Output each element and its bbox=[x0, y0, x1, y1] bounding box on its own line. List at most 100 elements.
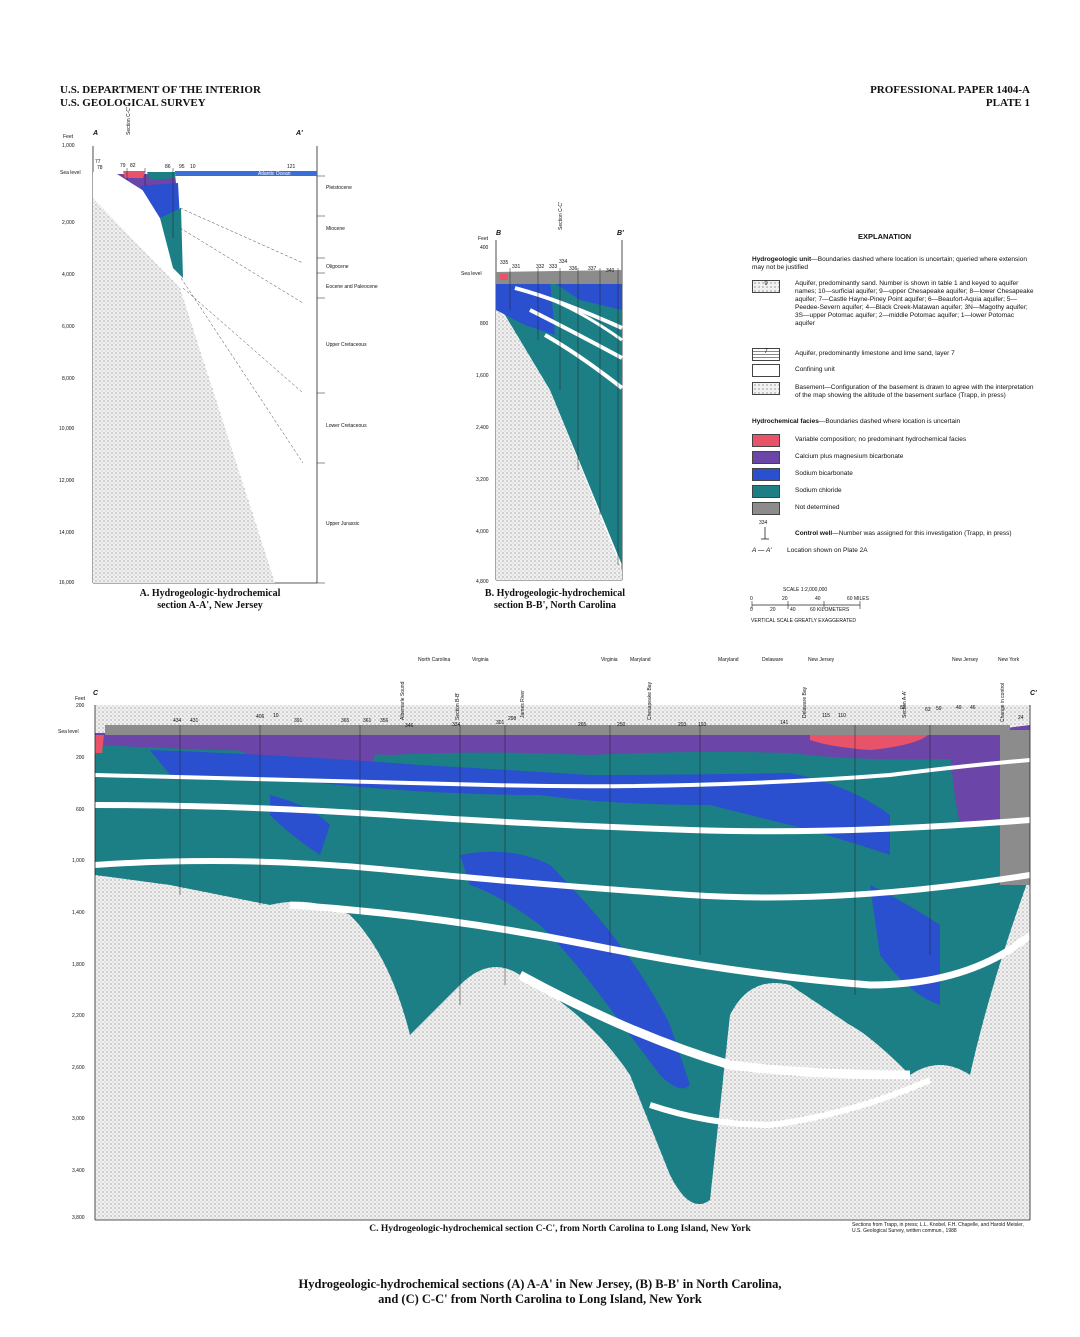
section-b-tick: 3,200 bbox=[476, 477, 489, 483]
section-a-ref-label: Section C-C' bbox=[126, 107, 132, 135]
state-label: New Jersey bbox=[952, 657, 979, 663]
scale-bar bbox=[751, 601, 861, 609]
section-c-tick: Sea level bbox=[58, 729, 79, 735]
scale-mile-tick: 20 bbox=[782, 596, 788, 602]
epoch-label: Upper Jurassic bbox=[326, 521, 360, 527]
section-b-well: 340 bbox=[606, 268, 615, 274]
section-c-well: 24 bbox=[1018, 715, 1024, 721]
section-b-tick: 1,600 bbox=[476, 373, 489, 379]
section-b-tick: 4,800 bbox=[476, 579, 489, 585]
agency-line-1: U.S. DEPARTMENT OF THE INTERIOR bbox=[60, 84, 261, 96]
facies-label-nacl: Sodium chloride bbox=[795, 487, 842, 494]
section-c-well: 115 bbox=[822, 713, 830, 719]
state-label: Maryland bbox=[630, 657, 651, 663]
section-c-well: 59 bbox=[936, 706, 942, 712]
section-b-well: 334 bbox=[559, 259, 568, 265]
section-c-well: 431 bbox=[190, 718, 199, 724]
control-well-number: 334 bbox=[759, 520, 768, 526]
plate-title: Hydrogeologic-hydrochemical sections (A)… bbox=[100, 1277, 980, 1307]
basement-label: Basement—Configuration of the basement i… bbox=[795, 384, 1034, 399]
state-label: North Carolina bbox=[418, 657, 451, 663]
state-label: New York bbox=[998, 657, 1020, 663]
section-c-well: 391 bbox=[294, 718, 303, 724]
state-label: Virginia bbox=[472, 657, 489, 663]
section-b-well: 333 bbox=[549, 264, 558, 270]
section-a-tick: 12,000 bbox=[59, 478, 75, 484]
section-a-tick: 10,000 bbox=[59, 426, 75, 432]
section-c-well: 298 bbox=[508, 716, 517, 722]
section-b-start: B bbox=[496, 230, 502, 237]
section-a-well: 86 bbox=[165, 164, 171, 170]
section-b-well: 336 bbox=[569, 266, 578, 272]
section-c-axis-title: Feet bbox=[75, 696, 86, 702]
scale-title: SCALE 1:2,000,000 bbox=[783, 587, 828, 593]
section-a-well: 121 bbox=[287, 164, 296, 170]
feature-label: Section B-B' bbox=[455, 692, 461, 720]
section-a-diagram bbox=[92, 146, 325, 584]
section-c-well: 110 bbox=[838, 713, 846, 719]
section-b-tick: 800 bbox=[480, 321, 489, 327]
epoch-label: Pleistocene bbox=[326, 185, 352, 191]
section-c-well: 365 bbox=[341, 718, 350, 724]
section-c-well: 46 bbox=[970, 705, 976, 711]
section-c-tick: 600 bbox=[76, 807, 85, 813]
aquifer-sand-label: Aquifer, predominantly sand. Number is s… bbox=[795, 280, 1034, 327]
section-a-tick: Sea level bbox=[60, 170, 81, 176]
section-b-tick: Sea level bbox=[461, 271, 482, 277]
section-c-well: 10 bbox=[273, 713, 279, 719]
facies-label-camg: Calcium plus magnesium bicarbonate bbox=[795, 453, 904, 460]
ocean-label: Atlantic Ocean bbox=[258, 171, 291, 177]
section-c-well: 346 bbox=[405, 723, 414, 729]
section-c-well: 49 bbox=[956, 705, 962, 711]
section-c-well: 301 bbox=[496, 720, 505, 726]
control-well-text: —Number was assigned for this investigat… bbox=[832, 530, 1012, 537]
section-c-diagram bbox=[94, 705, 1033, 1221]
section-b-tick: 2,400 bbox=[476, 425, 489, 431]
feature-label: Albemarle Sound bbox=[400, 681, 406, 720]
section-b-ref-label: Section C-C' bbox=[558, 202, 564, 230]
aquifer-lime-symbol: 7 bbox=[764, 349, 768, 355]
control-well-label: Control well bbox=[795, 530, 833, 537]
epoch-label: Upper Cretaceous bbox=[326, 342, 367, 348]
location-symbol: A — A' bbox=[752, 547, 772, 554]
section-c-tick: 200 bbox=[76, 703, 85, 709]
plate-title-line-1: Hydrogeologic-hydrochemical sections (A)… bbox=[298, 1277, 782, 1291]
aquifer-lime-label: Aquifer, predominantly limestone and lim… bbox=[795, 350, 955, 357]
aquifer-lime-swatch: 7 bbox=[752, 348, 780, 361]
plate-header: PROFESSIONAL PAPER 1404-A PLATE 1 bbox=[870, 84, 1030, 110]
feature-label: Change in control bbox=[1000, 682, 1006, 722]
section-a-tick: 4,000 bbox=[62, 272, 75, 278]
section-c-tick: 3,400 bbox=[72, 1168, 85, 1174]
section-c-well: 82 bbox=[900, 705, 906, 711]
section-b-tick: 4,000 bbox=[476, 529, 489, 535]
scale-mile-tick: 40 bbox=[815, 596, 821, 602]
scale-km-tick: 0 bbox=[750, 607, 753, 613]
scale-km-tick: 40 bbox=[790, 607, 796, 613]
section-a-tick: 1,000 bbox=[62, 143, 75, 149]
confining-label: Confining unit bbox=[795, 366, 835, 373]
section-b-end: B' bbox=[617, 230, 624, 237]
section-c-tick: 2,200 bbox=[72, 1013, 85, 1019]
agency-header: U.S. DEPARTMENT OF THE INTERIOR U.S. GEO… bbox=[60, 84, 261, 110]
section-c-well: 250 bbox=[617, 722, 626, 728]
section-a-well: 82 bbox=[130, 163, 136, 169]
feature-label: James River bbox=[520, 690, 526, 718]
section-b-diagram bbox=[495, 240, 624, 581]
facies-swatch-notdet bbox=[752, 502, 780, 515]
section-c-tick: 1,000 bbox=[72, 858, 85, 864]
section-b-axis-title: Feet bbox=[478, 236, 489, 242]
section-c-well: 265 bbox=[578, 722, 587, 728]
facies-heading-label: Hydrochemical facies bbox=[752, 418, 819, 425]
section-c-source: Sections from Trapp, in press; L.L. Knob… bbox=[852, 1222, 1042, 1234]
plate-number: PLATE 1 bbox=[985, 97, 1030, 109]
epoch-label: Eocene and Paleocene bbox=[326, 284, 378, 290]
confining-swatch bbox=[752, 364, 780, 377]
facies-swatch-nabicarb bbox=[752, 468, 780, 481]
section-b-caption: B. Hydrogeologic-hydrochemical section B… bbox=[440, 588, 670, 612]
section-a-tick: 8,000 bbox=[62, 376, 75, 382]
basement-swatch bbox=[752, 382, 780, 395]
section-c-source-line-2: U.S. Geological Survey, written commun.,… bbox=[852, 1228, 957, 1234]
control-well-legend: Control well—Number was assigned for thi… bbox=[795, 530, 1035, 538]
section-a-start: A bbox=[93, 130, 99, 137]
section-a-tick: 6,000 bbox=[62, 324, 75, 330]
